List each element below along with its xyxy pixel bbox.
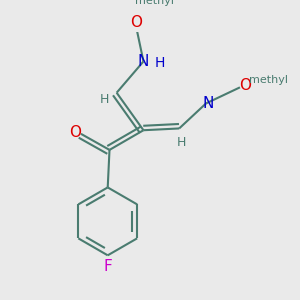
Text: methyl: methyl <box>249 75 288 85</box>
Text: H: H <box>176 136 186 149</box>
Text: N: N <box>138 54 149 69</box>
Text: methyl: methyl <box>135 0 174 6</box>
Text: N: N <box>202 96 214 111</box>
Text: H: H <box>154 56 165 70</box>
Text: O: O <box>130 15 142 30</box>
Text: O: O <box>70 124 82 140</box>
Text: F: F <box>103 260 112 274</box>
Text: H: H <box>100 93 109 106</box>
Text: O: O <box>239 78 251 93</box>
